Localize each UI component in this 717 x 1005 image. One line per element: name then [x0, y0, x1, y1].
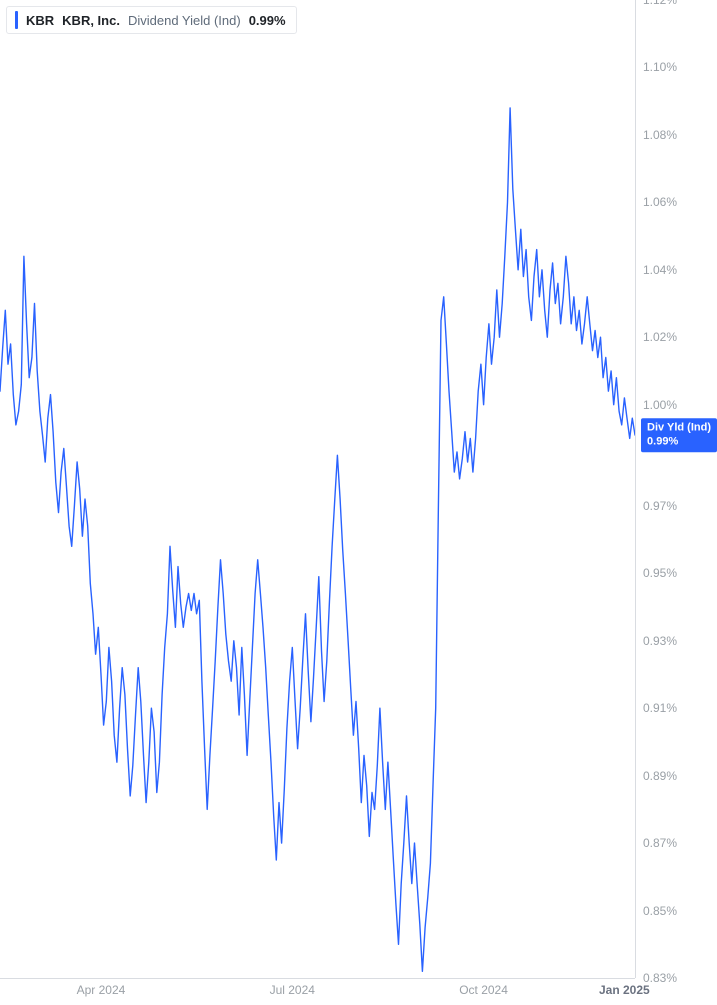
y-tick-label: 0.91%: [643, 701, 677, 715]
y-tick-label: 1.08%: [643, 128, 677, 142]
y-tick-label: 0.85%: [643, 904, 677, 918]
chart-container: KBR KBR, Inc. Dividend Yield (Ind) 0.99%…: [0, 0, 717, 1005]
line-chart-svg: [0, 0, 717, 1005]
y-tick-label: 1.10%: [643, 60, 677, 74]
y-tick-label: 1.00%: [643, 398, 677, 412]
y-tick-label: 0.87%: [643, 836, 677, 850]
bubble-value: 0.99%: [647, 435, 711, 449]
y-tick-label: 0.95%: [643, 566, 677, 580]
y-axis-line: [635, 0, 636, 978]
x-tick-label-current: Jan 2025: [599, 983, 650, 997]
x-tick-label: Apr 2024: [77, 983, 126, 997]
y-tick-label: 1.12%: [643, 0, 677, 7]
y-tick-label: 0.89%: [643, 769, 677, 783]
current-value-bubble: Div Yld (Ind) 0.99%: [641, 418, 717, 452]
y-tick-label: 1.06%: [643, 195, 677, 209]
y-tick-label: 0.93%: [643, 634, 677, 648]
x-axis-line: [0, 978, 635, 979]
x-tick-label: Oct 2024: [459, 983, 508, 997]
y-tick-label: 0.97%: [643, 499, 677, 513]
y-tick-label: 1.04%: [643, 263, 677, 277]
bubble-label: Div Yld (Ind): [647, 421, 711, 435]
x-tick-label: Jul 2024: [270, 983, 315, 997]
y-tick-label: 1.02%: [643, 330, 677, 344]
